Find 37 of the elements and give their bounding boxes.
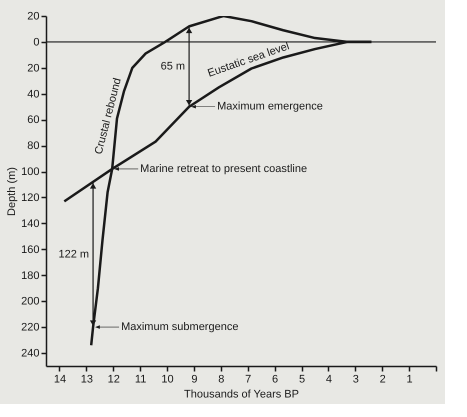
x-tick-label: 5	[298, 374, 306, 386]
x-tick-label: 8	[218, 374, 224, 386]
annotation: Maximum submergence	[121, 321, 238, 334]
y-axis-title: Depth (m)	[6, 167, 18, 216]
annotation: 122 m	[58, 248, 90, 260]
y-tick-label: 20	[27, 62, 40, 74]
y-tick-label: 200	[21, 296, 40, 308]
y-tick-label: 60	[27, 114, 40, 126]
x-tick-label: 12	[108, 374, 120, 386]
x-tick-label: 1	[406, 374, 413, 386]
y-tick-label: 0	[33, 36, 40, 48]
x-tick-label: 4	[326, 374, 332, 386]
x-tick-label: 11	[134, 374, 146, 386]
y-tick-label: 100	[21, 166, 40, 178]
y-tick-label: 20	[27, 10, 40, 22]
y-tick-label: 80	[27, 140, 40, 152]
y-tick-label: 40	[27, 88, 40, 100]
text: Eustatic sea level	[206, 40, 291, 80]
annotation: 65 m	[160, 60, 186, 73]
x-tick-label: 3	[352, 374, 359, 386]
y-tick-label: 160	[21, 244, 40, 256]
x-tick-label: 9	[191, 374, 198, 386]
annotation: Marine retreat to present coastline	[140, 162, 308, 175]
x-tick-label: 14	[54, 374, 66, 386]
x-tick-label: 6	[272, 374, 278, 386]
text: Crustal rebound	[92, 76, 124, 156]
annotation: Maximum emergence	[217, 100, 323, 113]
x-tick-label: 7	[245, 374, 252, 386]
y-tick-label: 120	[21, 192, 40, 204]
y-tick-label: 180	[21, 270, 40, 282]
y-tick-label: 240	[21, 348, 40, 360]
x-axis-title: Thousands of Years BP	[184, 388, 299, 400]
x-tick-label: 13	[80, 374, 93, 386]
x-tick-label: 10	[161, 374, 174, 386]
y-tick-label: 140	[21, 218, 40, 230]
y-tick-label: 220	[21, 322, 40, 334]
x-tick-label: 2	[380, 374, 386, 386]
